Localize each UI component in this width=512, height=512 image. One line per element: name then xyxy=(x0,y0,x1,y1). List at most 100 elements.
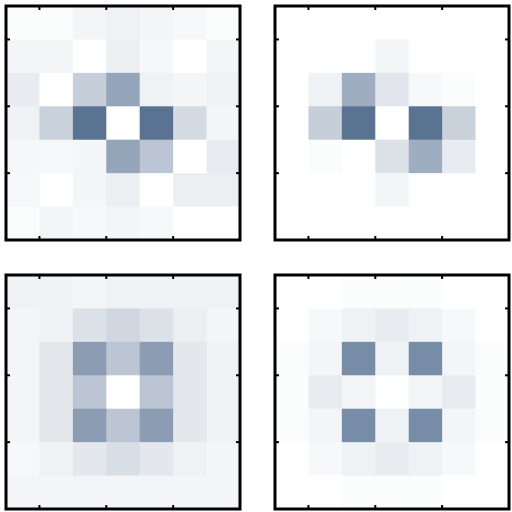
heatmap-cell xyxy=(308,6,343,41)
heatmap-cell xyxy=(106,408,141,443)
heatmap-cell xyxy=(375,72,410,107)
heatmap-cell xyxy=(139,375,174,410)
heatmap-cell xyxy=(106,341,141,376)
panel-frame xyxy=(4,4,242,242)
heatmap-cell xyxy=(39,6,74,41)
heatmap-cell xyxy=(408,6,443,41)
heatmap-cell xyxy=(308,442,343,477)
heatmap-cell xyxy=(408,106,443,141)
heatmap-cell xyxy=(341,206,376,241)
heatmap-cell xyxy=(475,206,510,241)
heatmap-cell xyxy=(308,375,343,410)
heatmap-cell xyxy=(442,308,477,343)
heatmap-cell xyxy=(442,6,477,41)
heatmap-cell xyxy=(6,39,41,74)
heatmap-cell xyxy=(275,308,310,343)
heatmap-cell xyxy=(106,206,141,241)
heatmap-cell xyxy=(139,206,174,241)
heatmap-cell xyxy=(173,475,208,510)
heatmap-cell xyxy=(6,442,41,477)
heatmap-cell xyxy=(275,275,310,310)
heatmap-cell xyxy=(408,408,443,443)
heatmap-cell xyxy=(341,408,376,443)
heatmap-cell xyxy=(6,206,41,241)
heatmap-cell xyxy=(341,173,376,208)
heatmap-cell xyxy=(408,173,443,208)
heatmap-cell xyxy=(442,173,477,208)
heatmap-cell xyxy=(139,408,174,443)
heatmap-cell xyxy=(308,475,343,510)
heatmap-cell xyxy=(39,341,74,376)
heatmap-cell xyxy=(139,173,174,208)
heatmap-cell xyxy=(6,408,41,443)
heatmap-cell xyxy=(308,408,343,443)
heatmap-cell xyxy=(39,106,74,141)
heatmap-cell xyxy=(72,206,107,241)
heatmap-cell xyxy=(6,139,41,174)
heatmap-cell xyxy=(475,6,510,41)
heatmap-cell xyxy=(408,308,443,343)
heatmap-cell xyxy=(139,72,174,107)
heatmap-cell xyxy=(375,275,410,310)
heatmap-cell xyxy=(206,408,241,443)
heatmap-cell xyxy=(39,442,74,477)
heatmap-cell xyxy=(275,106,310,141)
heatmap-cell xyxy=(275,72,310,107)
heatmap-cell xyxy=(106,139,141,174)
heatmap-cell xyxy=(206,72,241,107)
heatmap-cell xyxy=(341,106,376,141)
heatmap-cell xyxy=(72,72,107,107)
heatmap-cell xyxy=(173,206,208,241)
heatmap-cell xyxy=(6,72,41,107)
heatmap-cell xyxy=(442,408,477,443)
heatmap-cell xyxy=(341,341,376,376)
heatmap-cell xyxy=(308,173,343,208)
heatmap-cell xyxy=(106,375,141,410)
heatmap-cell xyxy=(206,139,241,174)
heatmap-cell xyxy=(442,139,477,174)
heatmap-cell xyxy=(475,375,510,410)
heatmap-cell xyxy=(206,442,241,477)
heatmap-cell xyxy=(173,341,208,376)
heatmap-cell xyxy=(106,442,141,477)
heatmap-cell xyxy=(408,39,443,74)
heatmap-cell xyxy=(475,308,510,343)
heatmap-cell xyxy=(475,442,510,477)
heatmap-cell xyxy=(139,139,174,174)
heatmap-cell xyxy=(6,308,41,343)
heatmap-cell xyxy=(308,72,343,107)
heatmap-cell xyxy=(442,475,477,510)
heatmap-cell xyxy=(308,206,343,241)
heatmap-cell xyxy=(275,139,310,174)
heatmap-cell xyxy=(106,173,141,208)
heatmap-cell xyxy=(39,72,74,107)
heatmap-cell xyxy=(106,106,141,141)
panel-frame xyxy=(273,4,511,242)
heatmap-cell xyxy=(173,139,208,174)
heatmap-cell xyxy=(341,375,376,410)
heatmap-cell xyxy=(408,375,443,410)
heatmap-cell xyxy=(106,72,141,107)
heatmap-cell xyxy=(72,173,107,208)
heatmap-cell xyxy=(408,442,443,477)
heatmap-cell xyxy=(308,341,343,376)
heatmap-cell xyxy=(375,375,410,410)
heatmap-cell xyxy=(408,275,443,310)
heatmap-cell xyxy=(275,173,310,208)
heatmap-cell xyxy=(341,275,376,310)
heatmap-cell xyxy=(275,39,310,74)
heatmap-cell xyxy=(475,475,510,510)
heatmap-cell xyxy=(206,375,241,410)
heatmap-cell xyxy=(6,106,41,141)
heatmap-cell xyxy=(375,39,410,74)
heatmap-cell xyxy=(375,408,410,443)
heatmap-cell xyxy=(206,475,241,510)
heatmap-cell xyxy=(139,341,174,376)
heatmap-cell xyxy=(6,6,41,41)
heatmap-cell xyxy=(72,39,107,74)
heatmap-cell xyxy=(206,341,241,376)
heatmap-cell xyxy=(475,139,510,174)
heatmap-cell xyxy=(173,375,208,410)
heatmap-cell xyxy=(206,173,241,208)
heatmap-cell xyxy=(139,106,174,141)
